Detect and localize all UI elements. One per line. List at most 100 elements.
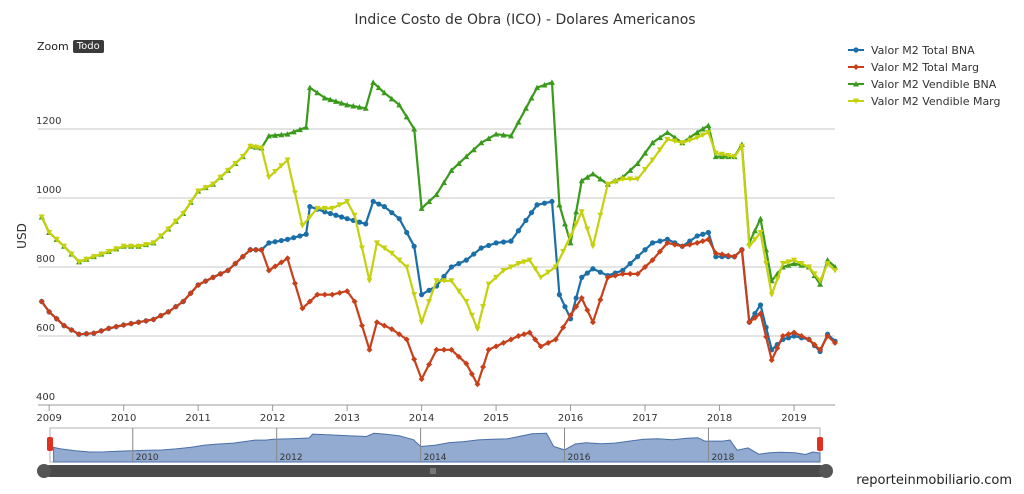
legend-item[interactable]: Valor M2 Total BNA (848, 44, 975, 57)
y-axis: 400 600 800 1000 1200 (36, 116, 61, 403)
data-point (291, 280, 298, 287)
scrollbar-right-button[interactable] (819, 464, 833, 478)
data-point (521, 259, 528, 265)
data-point (694, 129, 701, 135)
data-point (258, 246, 265, 253)
data-point (426, 299, 433, 305)
x-tick-label: 2012 (260, 413, 285, 424)
legend-item[interactable]: Valor M2 Vendible Marg (848, 95, 1001, 108)
data-point (418, 376, 425, 383)
x-tick-label: 2016 (558, 413, 583, 424)
data-point (463, 257, 469, 263)
data-point (578, 209, 585, 215)
legend-item[interactable]: Valor M2 Vendible BNA (848, 78, 997, 91)
data-point (350, 103, 357, 109)
data-point (266, 240, 272, 246)
navigator-handle-right[interactable] (817, 437, 823, 451)
data-point (418, 205, 425, 211)
data-point (463, 299, 470, 305)
data-point (165, 308, 172, 315)
data-point (528, 94, 535, 101)
data-point (195, 281, 202, 288)
x-tick-label: 2010 (111, 413, 136, 424)
data-point (664, 129, 671, 135)
data-point (381, 322, 388, 329)
data-point (180, 298, 187, 305)
data-point (327, 210, 333, 217)
data-point (485, 281, 492, 288)
data-point (403, 264, 410, 270)
zoom-all-button[interactable]: Todo (72, 40, 104, 53)
data-point (768, 357, 775, 364)
data-point (664, 239, 671, 246)
data-point (751, 227, 758, 234)
data-point (541, 200, 548, 206)
data-point (306, 298, 313, 305)
data-point (485, 135, 492, 141)
navigator-tick-label: 2014 (424, 453, 447, 463)
data-point (578, 177, 585, 184)
data-point (388, 250, 395, 257)
data-point (463, 360, 470, 367)
scrollbar-grip[interactable] (430, 468, 436, 474)
data-point (832, 339, 838, 346)
y-tick-label: 800 (36, 254, 55, 265)
data-point (480, 364, 487, 371)
data-point (210, 181, 217, 188)
data-point (627, 270, 634, 277)
navigator-tick-label: 2016 (568, 453, 591, 463)
data-point (426, 361, 433, 368)
data-point (75, 259, 82, 265)
data-point (463, 153, 470, 160)
data-point (508, 238, 514, 244)
data-point (500, 239, 507, 245)
data-point (579, 274, 585, 280)
data-point (634, 160, 641, 166)
data-point (552, 264, 559, 270)
data-point (217, 174, 224, 181)
data-point (521, 331, 528, 338)
data-point (493, 131, 500, 137)
data-point (61, 243, 68, 250)
data-point (403, 336, 410, 343)
data-point (297, 233, 303, 239)
data-point (284, 157, 291, 164)
data-point (187, 199, 194, 206)
data-point (853, 81, 859, 87)
x-tick-label: 2013 (334, 413, 359, 424)
data-point (791, 260, 798, 267)
data-point (545, 339, 552, 346)
data-point (396, 257, 403, 264)
data-point (217, 270, 224, 277)
data-point (573, 303, 580, 310)
data-point (471, 251, 477, 257)
data-point (202, 278, 209, 285)
data-point (757, 302, 764, 308)
data-point (515, 261, 522, 267)
data-point (805, 264, 812, 270)
data-point (370, 198, 376, 205)
scrollbar-left-button[interactable] (37, 464, 51, 478)
data-point (314, 291, 321, 298)
data-point (128, 320, 135, 327)
legend-item[interactable]: Valor M2 Total Marg (848, 61, 979, 74)
data-point (589, 170, 596, 177)
data-point (321, 205, 328, 212)
data-point (500, 267, 507, 274)
data-point (694, 135, 701, 141)
data-point (526, 257, 533, 264)
data-point (321, 291, 328, 298)
data-point (388, 326, 395, 333)
data-point (278, 131, 285, 138)
data-point (411, 292, 418, 298)
y-tick-label: 400 (36, 392, 55, 403)
data-point (634, 270, 641, 277)
data-point (699, 126, 706, 132)
data-point (381, 89, 388, 96)
legend-label: Valor M2 Vendible BNA (871, 78, 997, 91)
data-point (419, 292, 425, 298)
navigator-handle-left[interactable] (47, 437, 53, 451)
data-point (90, 330, 97, 337)
data-point (649, 157, 656, 164)
data-point (532, 266, 539, 272)
